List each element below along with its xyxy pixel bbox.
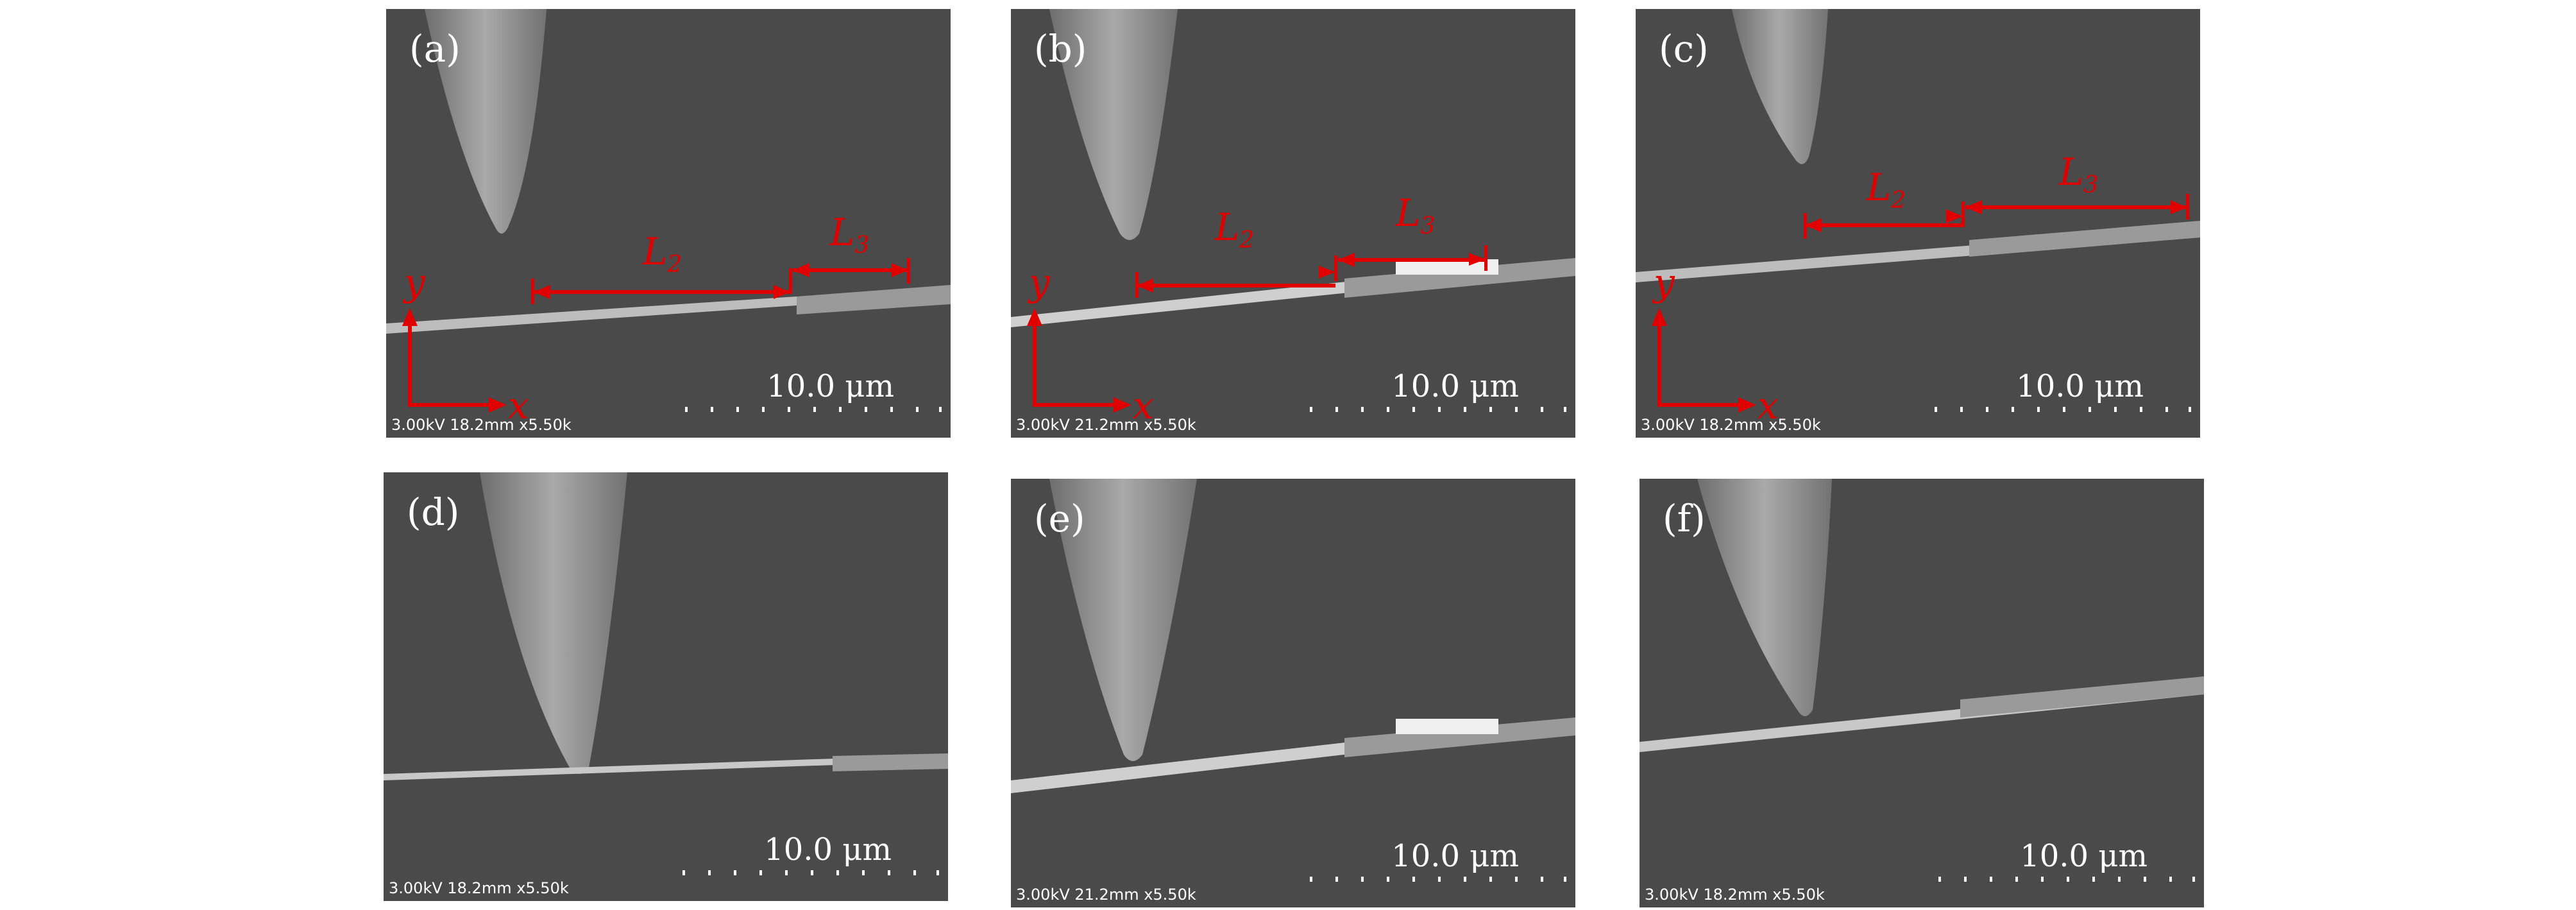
probe-tip: [1732, 9, 1828, 164]
sem-panel-a: L2 L3 y x (a) 10.0 μm 3.00kV 18.2mm x5.5…: [386, 9, 951, 438]
sem-image-d: [384, 472, 948, 780]
axes-icon: [1027, 308, 1131, 413]
panel-label: (d): [407, 490, 460, 534]
L3-label: L3: [2058, 150, 2098, 198]
L2-arrow: [1135, 255, 1337, 298]
scale-bar-ticks: [1938, 877, 2195, 882]
wire-segment: [1969, 221, 2200, 257]
L2-arrow: [531, 268, 792, 304]
wire-segment: [833, 753, 948, 771]
wire-segment: [1960, 676, 2204, 717]
probe-tip: [1049, 9, 1178, 240]
probe-tip: [1697, 479, 1832, 716]
nanowire: [384, 755, 948, 780]
wire-segment: [797, 285, 951, 314]
sem-info: 3.00kV 18.2mm x5.50k: [1641, 416, 1821, 434]
sem-info: 3.00kV 18.2mm x5.50k: [1645, 886, 1825, 904]
nanowire: [386, 296, 797, 334]
L3-label: L3: [1395, 191, 1435, 239]
wire-segment: [1344, 258, 1575, 298]
wire-segment: [1344, 717, 1575, 757]
scale-bar-ticks: [685, 407, 942, 412]
L2-label: L2: [1866, 166, 1906, 214]
x-axis-label: x: [1758, 384, 1779, 427]
L3-arrow: [793, 258, 910, 284]
sem-info: 3.00kV 18.2mm x5.50k: [389, 879, 569, 897]
sem-info: 3.00kV 21.2mm x5.50k: [1016, 886, 1196, 904]
scale-bar-label: 10.0 μm: [2016, 368, 2144, 404]
probe-tip: [480, 472, 627, 774]
sem-info: 3.00kV 18.2mm x5.50k: [391, 416, 572, 434]
panel-label: (e): [1034, 497, 1085, 540]
scale-bar-label: 10.0 μm: [1391, 838, 1519, 874]
sem-image-f: [1640, 479, 2204, 752]
sem-panel-e: (e) 10.0 μm 3.00kV 21.2mm x5.50k: [1011, 479, 1575, 907]
L3-arrow: [1965, 194, 2189, 219]
scale-bar-ticks: [1310, 877, 1566, 882]
x-axis-label: x: [508, 384, 529, 427]
L3-label: L3: [829, 210, 869, 259]
L3-arrow: [1338, 245, 1487, 271]
sem-info: 3.00kV 21.2mm x5.50k: [1016, 416, 1196, 434]
scale-bar-ticks: [682, 870, 939, 875]
sem-panel-f: (f) 10.0 μm 3.00kV 18.2mm x5.50k: [1640, 479, 2204, 907]
L2-arrow: [1804, 202, 1965, 239]
sem-image-a: L2 L3 y x: [386, 9, 951, 427]
probe-tip: [1049, 479, 1197, 761]
axes-icon: [1652, 308, 1756, 413]
scale-bar-ticks: [1310, 407, 1566, 412]
bright-segment: [1396, 719, 1498, 734]
L2-label: L2: [642, 230, 682, 278]
sem-image-b: L2 L3 y x: [1011, 9, 1575, 427]
panel-label: (a): [409, 27, 461, 71]
panel-label: (b): [1034, 27, 1087, 71]
sem-panel-b: L2 L3 y x (b) 10.0 μm 3.00kV 21.2mm x5.5…: [1011, 9, 1575, 438]
scale-bar-label: 10.0 μm: [1391, 368, 1519, 404]
y-axis-label: y: [402, 261, 426, 304]
y-axis-label: y: [1652, 261, 1675, 304]
sem-panel-d: (d) 10.0 μm 3.00kV 18.2mm x5.50k: [384, 472, 948, 901]
L2-label: L2: [1214, 205, 1254, 253]
scale-bar-label: 10.0 μm: [767, 368, 894, 404]
y-axis-label: y: [1027, 261, 1051, 304]
sem-image-e: [1011, 479, 1575, 793]
axes-icon: [402, 308, 507, 413]
scale-bar-label: 10.0 μm: [764, 832, 892, 868]
sem-image-c: L2 L3 y x: [1636, 9, 2200, 427]
sem-panel-c: L2 L3 y x (c) 10.0 μm 3.00kV 18.2mm x5.5…: [1636, 9, 2200, 438]
panel-label: (f): [1663, 497, 1706, 540]
probe-tip: [425, 9, 547, 234]
scale-bar-ticks: [1935, 407, 2191, 412]
scale-bar-label: 10.0 μm: [2020, 838, 2148, 874]
x-axis-label: x: [1133, 384, 1154, 427]
panel-label: (c): [1659, 27, 1709, 71]
